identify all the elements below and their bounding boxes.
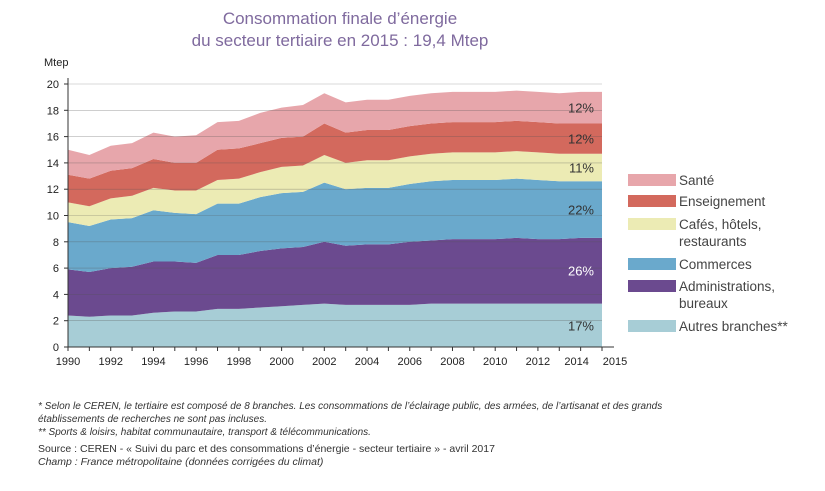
legend-swatch-commerces: [628, 258, 676, 270]
x-tick-label-1998: 1998: [227, 356, 251, 368]
notes-block: * Selon le CEREN, le tertiaire est compo…: [38, 400, 798, 469]
x-tick-label-2008: 2008: [440, 356, 464, 368]
source-note: Source : CEREN - « Suivi du parc et des …: [38, 443, 495, 455]
footnote-1-line-1: * Selon le CEREN, le tertiaire est compo…: [38, 401, 663, 412]
legend-label-administrations-bureaux-line-2: bureaux: [679, 296, 728, 311]
legend-label-sante: Santé: [679, 173, 714, 188]
share-label-autres-branches: 17%: [568, 318, 594, 333]
y-tick-label-0: 0: [53, 342, 59, 354]
legend-label-autres-branches: Autres branches**: [679, 319, 789, 334]
scope-note: Champ : France métropolitaine (données c…: [38, 456, 324, 468]
area-administrations-bureaux: [68, 237, 602, 317]
share-label-commerces: 22%: [568, 203, 594, 218]
footnote-1-line-2: établissements de recherches ne sont pas…: [38, 414, 268, 425]
y-axis-label: Mtep: [44, 57, 68, 69]
legend-swatch-enseignement: [628, 195, 676, 207]
share-label-administrations-bureaux: 26%: [568, 264, 594, 279]
y-tick-label-8: 8: [53, 237, 59, 249]
y-tick-label-20: 20: [47, 79, 59, 91]
footnote-2: ** Sports & loisirs, habitat communautai…: [38, 427, 371, 438]
x-tick-label-2002: 2002: [312, 356, 336, 368]
y-tick-label-2: 2: [53, 316, 59, 328]
legend-label-administrations-bureaux: Administrations,: [679, 279, 775, 294]
x-tick-label-2010: 2010: [483, 356, 507, 368]
legend-swatch-sante: [628, 174, 676, 186]
area-enseignement: [68, 120, 602, 207]
x-tick-label-1994: 1994: [141, 356, 165, 368]
x-tick-label-1990: 1990: [56, 356, 80, 368]
legend-swatch-autres-branches: [628, 320, 676, 332]
area-commerces: [68, 178, 602, 273]
y-tick-label-4: 4: [53, 289, 59, 301]
share-label-sante: 12%: [568, 101, 594, 116]
x-tick-label-1992: 1992: [98, 356, 122, 368]
legend-label-cafes-hotels-restaurants: Cafés, hôtels,: [679, 217, 762, 232]
legend-swatch-cafes-hotels-restaurants: [628, 218, 676, 230]
share-label-cafes-hotels-restaurants: 11%: [569, 161, 594, 176]
y-tick-label-12: 12: [47, 184, 59, 196]
x-tick-label-2000: 2000: [269, 356, 293, 368]
area-autres-branches: [68, 303, 602, 347]
x-tick-label-2015: 2015: [603, 356, 627, 368]
y-tick-label-14: 14: [47, 158, 59, 170]
chart-title: Consommation finale d’énergie du secteur…: [0, 8, 680, 52]
y-tick-label-18: 18: [47, 105, 59, 117]
share-label-enseignement: 12%: [568, 132, 594, 147]
chart-title-line2: du secteur tertiaire en 2015 : 19,4 Mtep: [191, 31, 489, 50]
chart-title-line1: Consommation finale d’énergie: [222, 9, 458, 28]
legend-swatch-administrations-bureaux: [628, 280, 676, 292]
area-cafes-hotels-restaurants: [68, 151, 602, 227]
y-tick-label-10: 10: [47, 211, 59, 223]
y-tick-label-6: 6: [53, 263, 59, 275]
x-tick-label-2004: 2004: [355, 356, 379, 368]
x-tick-label-2014: 2014: [564, 356, 588, 368]
legend-label-commerces: Commerces: [679, 257, 752, 272]
stacked-area-chart: 0 2 4 6 8 10 12 14 16 18 20 Mtep 1990 1992 1994 1996 199…: [44, 57, 789, 368]
x-tick-label-2012: 2012: [526, 356, 550, 368]
y-tick-label-16: 16: [47, 132, 59, 144]
legend-label-cafes-hotels-restaurants-line-2: restaurants: [679, 234, 747, 249]
legend-label-enseignement: Enseignement: [679, 194, 766, 209]
x-tick-label-2006: 2006: [398, 356, 422, 368]
x-tick-label-1996: 1996: [184, 356, 208, 368]
area-sante: [68, 90, 602, 179]
